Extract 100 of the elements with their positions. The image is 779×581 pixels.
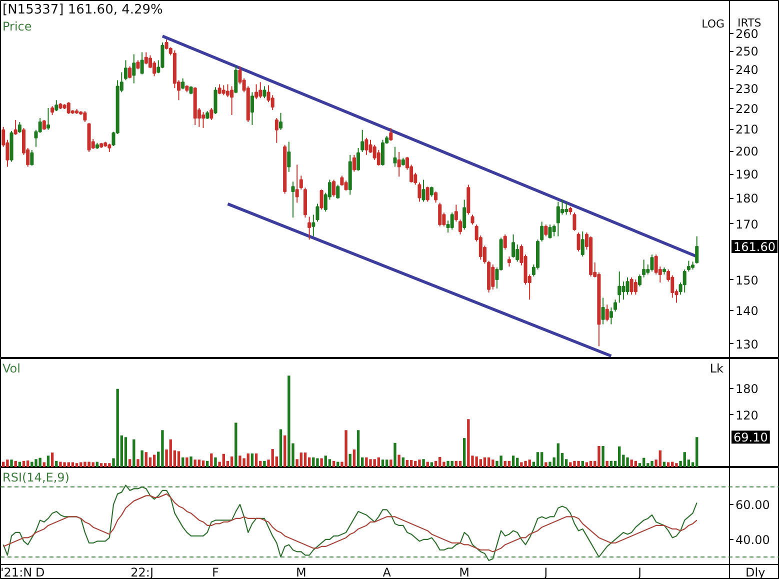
- bar: [450, 460, 454, 467]
- bar: [467, 419, 470, 467]
- candlestick: [601, 297, 605, 325]
- bar: [71, 462, 74, 467]
- bar: [283, 435, 286, 467]
- text: Dly: [746, 566, 766, 580]
- bar: [642, 458, 646, 467]
- x-tick-label: A: [382, 566, 392, 580]
- x-tick-label: M: [459, 566, 470, 580]
- bar: [377, 457, 380, 467]
- bar: [394, 442, 396, 467]
- bar: [650, 460, 654, 467]
- bar: [540, 452, 544, 467]
- bar: [202, 460, 205, 467]
- bar: [365, 457, 368, 467]
- bar: [696, 437, 698, 467]
- bar: [75, 463, 78, 467]
- bar: [108, 463, 111, 467]
- bar: [14, 460, 17, 467]
- bar: [271, 449, 274, 467]
- y-tick-label: 60.00: [736, 498, 770, 512]
- bar: [430, 462, 434, 467]
- bar: [59, 462, 62, 467]
- candlestick: [682, 268, 686, 293]
- candlestick: [622, 281, 626, 300]
- y-tick-label: 40.00: [736, 532, 770, 547]
- bar: [516, 458, 519, 467]
- bar: [254, 453, 258, 467]
- bar: [492, 460, 494, 467]
- bar: [84, 462, 86, 467]
- bar: [602, 446, 604, 467]
- bar: [169, 439, 172, 467]
- candlestick: [686, 260, 690, 272]
- y-tick-label: 130: [736, 337, 758, 352]
- bar: [144, 452, 148, 467]
- y-tick-label: 140: [736, 304, 758, 318]
- bar: [369, 459, 372, 467]
- x-tick-label: J: [636, 566, 642, 580]
- bar: [406, 460, 409, 467]
- bar: [344, 430, 348, 467]
- bar: [104, 463, 107, 467]
- candlestick: [650, 254, 654, 272]
- bar: [50, 452, 54, 467]
- bar: [316, 458, 319, 467]
- bar: [418, 460, 421, 467]
- y-axis-title: Vol: [2, 362, 20, 376]
- bar: [438, 456, 442, 467]
- bar: [26, 460, 30, 467]
- bar: [675, 463, 678, 467]
- bar: [328, 459, 332, 467]
- y-tick-label: 120: [736, 408, 758, 422]
- bar: [544, 462, 548, 467]
- bar: [312, 457, 315, 467]
- bar: [556, 443, 560, 467]
- bar: [246, 453, 250, 467]
- bar: [238, 456, 242, 467]
- bar: [222, 454, 225, 467]
- y-tick-label: 150: [736, 273, 758, 288]
- bar: [356, 430, 360, 467]
- bar: [569, 462, 572, 467]
- bar: [548, 462, 552, 467]
- candlestick: [638, 274, 642, 287]
- bar: [524, 460, 527, 467]
- bar: [30, 462, 34, 467]
- bar: [410, 460, 413, 467]
- bar: [250, 453, 254, 467]
- bar: [589, 460, 592, 467]
- candlestick: [618, 271, 622, 304]
- bar: [536, 452, 540, 467]
- bar: [573, 460, 576, 467]
- candlestick: [609, 306, 613, 325]
- bar: [46, 456, 50, 467]
- bar: [152, 454, 156, 467]
- bar: [22, 460, 26, 467]
- bar: [634, 460, 638, 467]
- bar: [414, 460, 417, 467]
- bar: [67, 462, 70, 467]
- x-tick-label: '21:N: [0, 566, 32, 580]
- bar: [324, 456, 327, 467]
- bar: [279, 429, 282, 467]
- bar: [177, 451, 180, 467]
- bar: [300, 452, 303, 467]
- bar: [332, 460, 336, 467]
- bar: [186, 457, 188, 467]
- candlestick: [491, 264, 495, 290]
- text: 69.10: [734, 430, 768, 445]
- bar: [658, 450, 662, 467]
- bar: [422, 459, 425, 467]
- bar: [288, 376, 290, 467]
- bar: [479, 459, 482, 467]
- bar: [92, 462, 94, 467]
- bar: [190, 456, 192, 467]
- bar: [42, 462, 46, 467]
- bar: [528, 460, 531, 467]
- bar: [458, 460, 462, 467]
- bar: [194, 460, 196, 467]
- bar: [462, 438, 466, 467]
- bar: [206, 460, 209, 467]
- bar: [38, 458, 42, 467]
- bar: [6, 460, 9, 467]
